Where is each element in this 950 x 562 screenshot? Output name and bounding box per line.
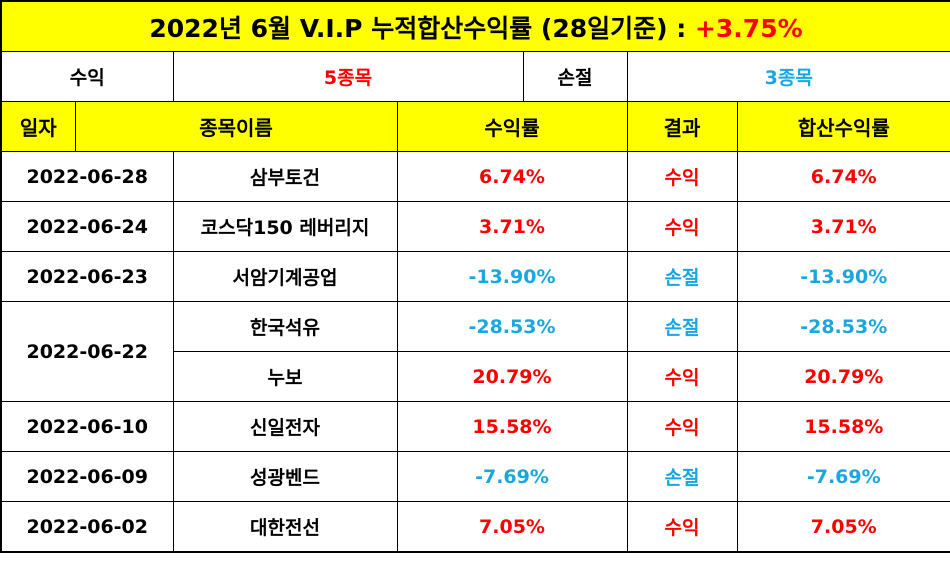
row-result: 수익 [626,351,738,402]
loss-count: 3종목 [626,51,950,102]
row-date: 2022-06-23 [0,251,174,302]
row-name: 성광벤드 [172,451,398,502]
row-cumulative: -7.69% [736,451,950,502]
row-return: -13.90% [396,251,628,302]
table-row: 2022-06-22 한국석유 -28.53% 손절 -28.53% [0,301,950,402]
row-return: 15.58% [396,401,628,452]
table-row: 2022-06-23 서암기계공업 -13.90% 손절 -13.90% [0,251,950,302]
title-text: 2022년 6월 V.I.P 누적합산수익률 (28일기준) : [149,13,695,43]
row-cumulative: 6.74% [736,151,950,202]
row-cumulative: 20.79% [736,351,950,402]
row-date: 2022-06-28 [0,151,174,202]
row-name: 삼부토건 [172,151,398,202]
table-row: 2022-06-02 대한전선 7.05% 수익 7.05% [0,501,950,553]
row-name: 서암기계공업 [172,251,398,302]
row-date: 2022-06-09 [0,451,174,502]
row-name: 한국석유 [172,301,398,352]
row-return: -7.69% [396,451,628,502]
row-cumulative: 15.58% [736,401,950,452]
row-return: 3.71% [396,201,628,252]
row-result: 수익 [626,151,738,202]
row-name: 코스닥150 레버리지 [172,201,398,252]
table-row: 2022-06-10 신일전자 15.58% 수익 15.58% [0,401,950,452]
header-date: 일자 [0,101,76,152]
total-return: +3.75% [694,13,803,43]
row-result: 수익 [626,201,738,252]
table-row: 누보 20.79% 수익 20.79% [1,351,950,402]
row-return: 20.79% [396,351,628,402]
page-title: 2022년 6월 V.I.P 누적합산수익률 (28일기준) : +3.75% [0,0,950,52]
row-cumulative: 7.05% [736,501,950,553]
row-result: 손절 [626,451,738,502]
header-row: 일자 종목이름 수익률 결과 합산수익률 [0,101,950,152]
row-cumulative: -28.53% [736,301,950,352]
gain-label: 수익 [0,51,174,102]
row-date: 2022-06-10 [0,401,174,452]
row-name: 대한전선 [172,501,398,553]
row-result: 손절 [626,301,738,352]
row-result: 수익 [626,401,738,452]
row-date: 2022-06-02 [0,501,174,553]
header-cumulative: 합산수익률 [736,101,950,152]
row-cumulative: -13.90% [736,251,950,302]
row-return: 7.05% [396,501,628,553]
gain-count: 5종목 [172,51,524,102]
row-cumulative: 3.71% [736,201,950,252]
row-date: 2022-06-22 [0,301,174,402]
row-name: 누보 [172,351,398,402]
header-return: 수익률 [396,101,628,152]
row-date: 2022-06-24 [0,201,174,252]
table-row: 2022-06-24 코스닥150 레버리지 3.71% 수익 3.71% [0,201,950,252]
row-result: 수익 [626,501,738,553]
header-result: 결과 [626,101,738,152]
summary-row: 수익 5종목 손절 3종목 [0,51,950,102]
table-row: 2022-06-09 성광벤드 -7.69% 손절 -7.69% [0,451,950,502]
row-result: 손절 [626,251,738,302]
row-return: -28.53% [396,301,628,352]
loss-label: 손절 [522,51,628,102]
header-name: 종목이름 [74,101,398,152]
row-return: 6.74% [396,151,628,202]
row-name: 신일전자 [172,401,398,452]
table-row: 2022-06-28 삼부토건 6.74% 수익 6.74% [0,151,950,202]
